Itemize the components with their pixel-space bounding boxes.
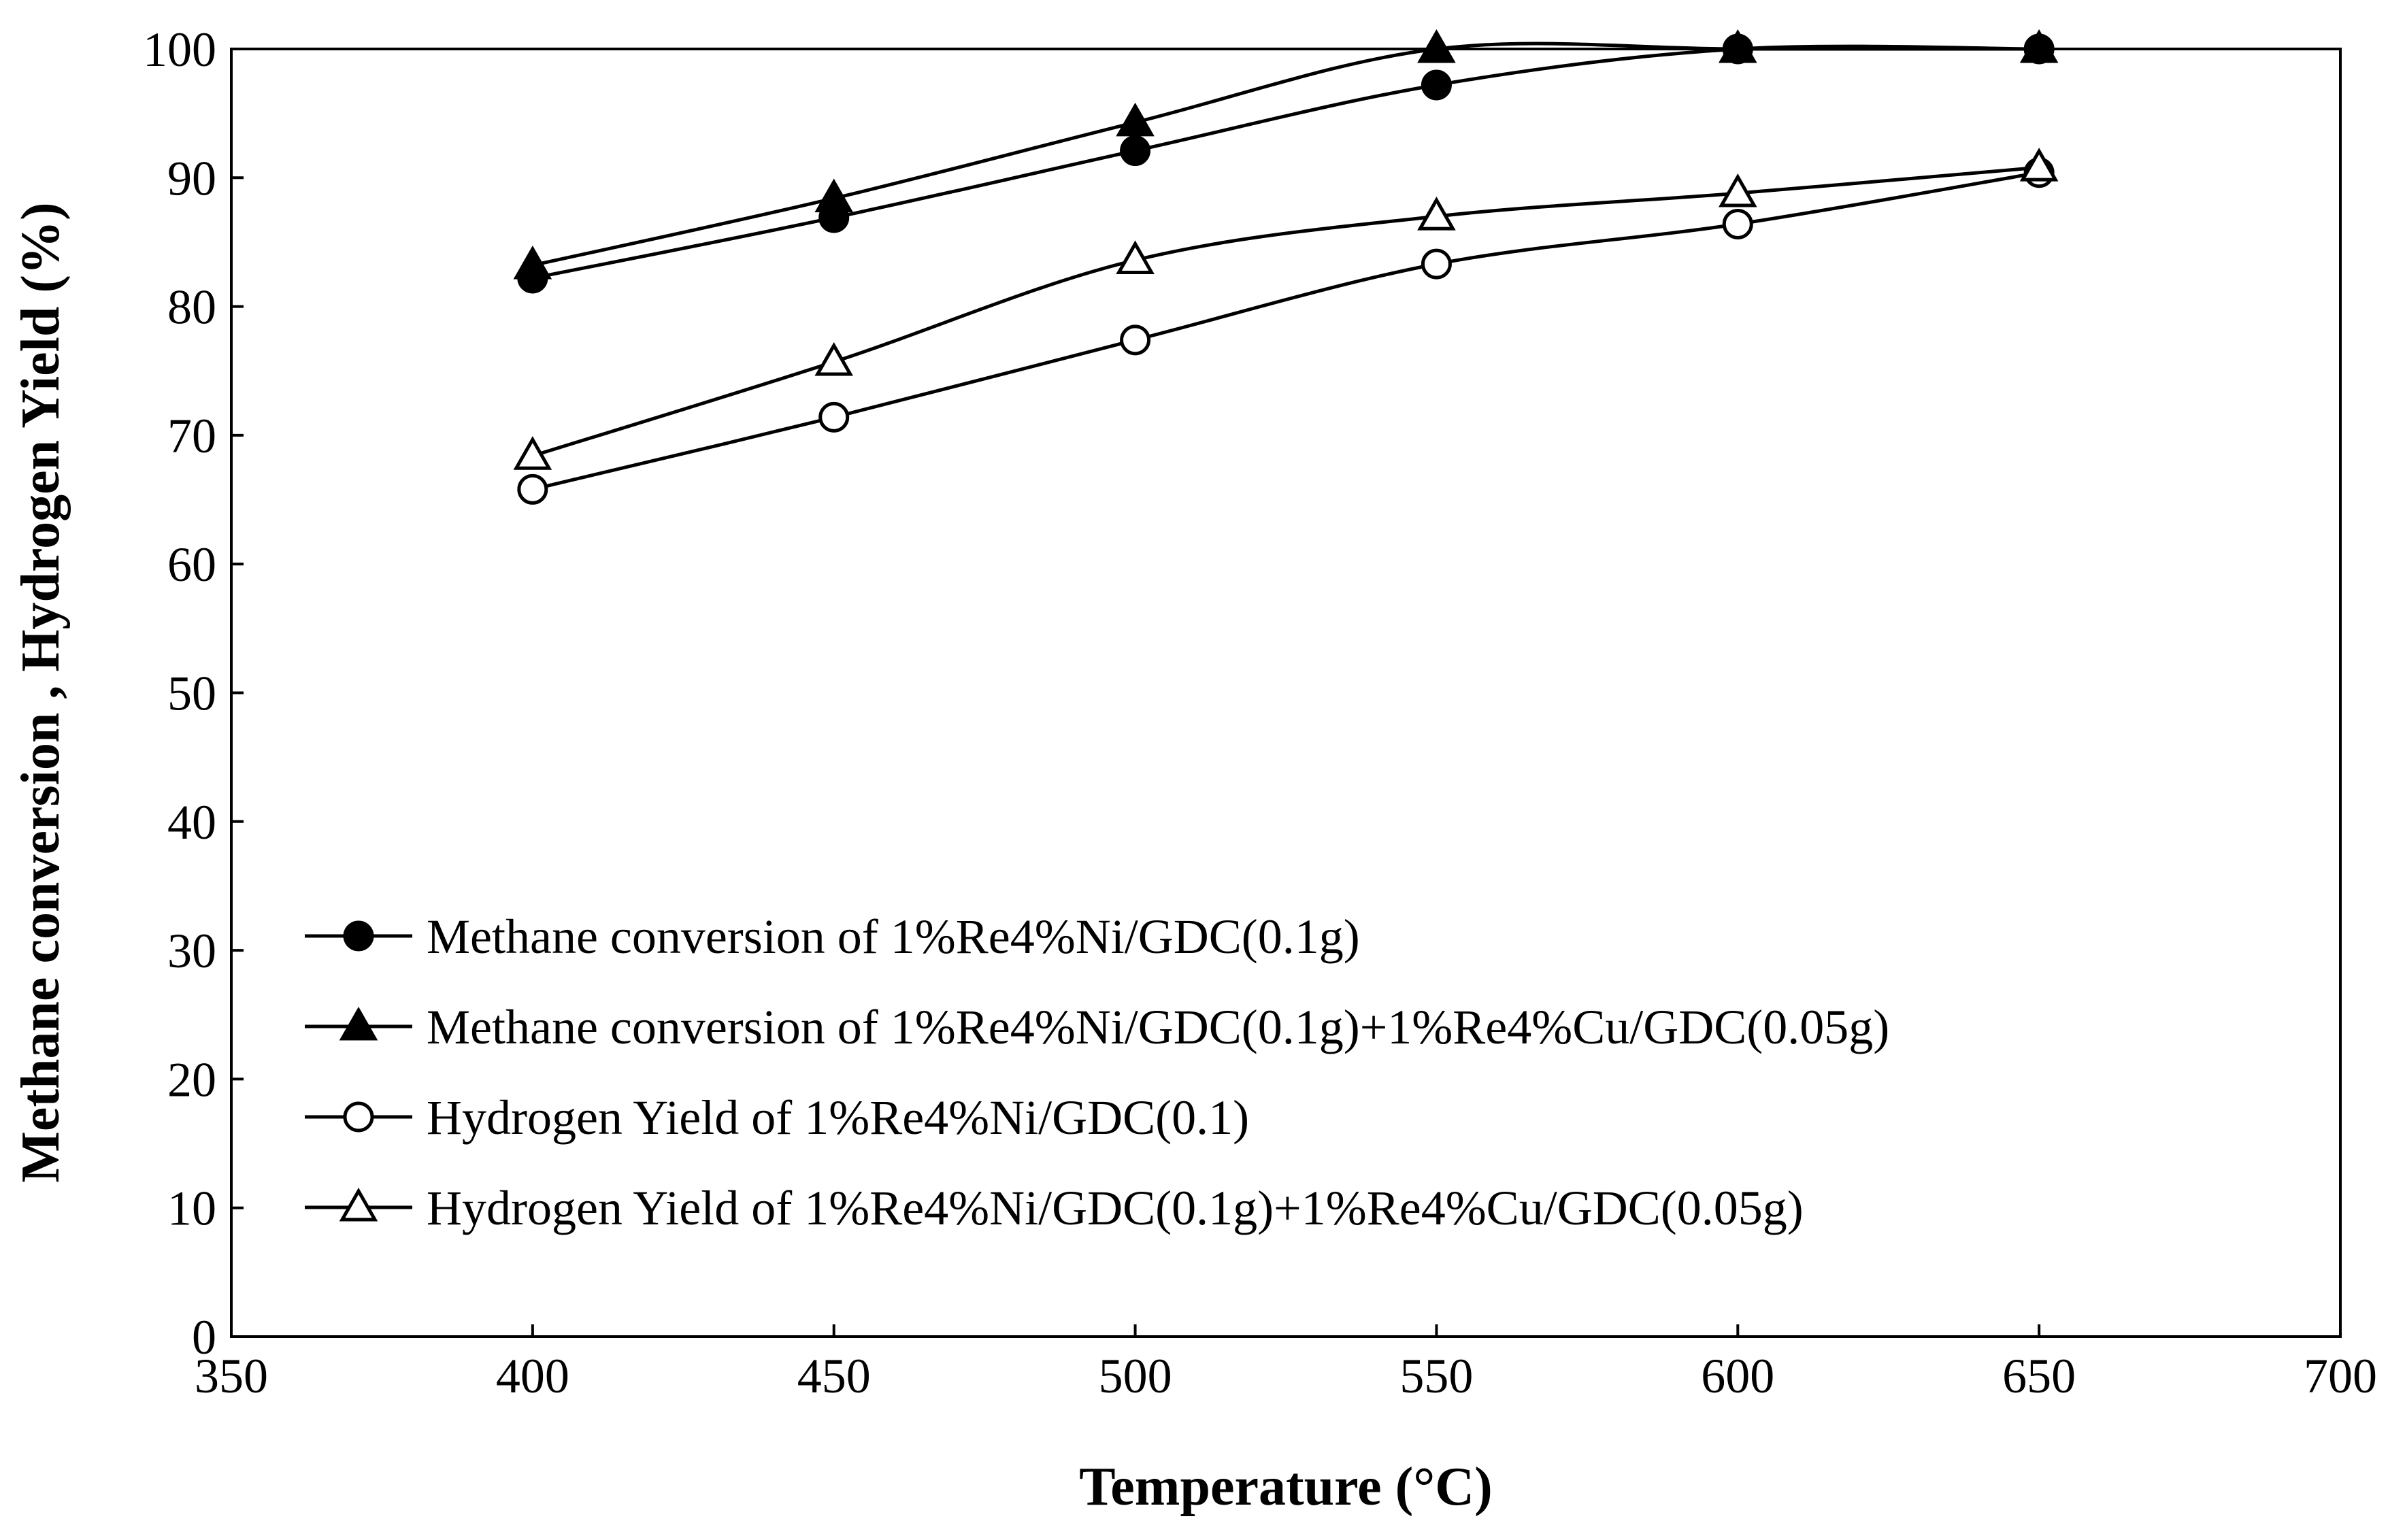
- legend-entry: Methane conversion of 1%Re4%Ni/GDC(0.1g): [305, 909, 1360, 964]
- series-2-point: [1116, 102, 1155, 137]
- legend-label: Methane conversion of 1%Re4%Ni/GDC(0.1g)…: [427, 1000, 1889, 1054]
- x-tick-label: 450: [797, 1349, 871, 1403]
- legend-entry: Hydrogen Yield of 1%Re4%Ni/GDC(0.1g)+1%R…: [305, 1181, 1804, 1235]
- series-layer: [513, 29, 2059, 505]
- series-4: [513, 148, 2059, 470]
- series-2-line: [532, 41, 2040, 267]
- y-tick-label: 50: [167, 667, 216, 721]
- series-4-point: [814, 341, 854, 376]
- legend-entry: Hydrogen Yield of 1%Re4%Ni/GDC(0.1): [305, 1090, 1249, 1145]
- x-axis-title: Temperature (°C): [1079, 1457, 1492, 1517]
- series-4-point: [1718, 173, 1757, 207]
- legend-label: Hydrogen Yield of 1%Re4%Ni/GDC(0.1g)+1%R…: [427, 1181, 1804, 1235]
- series-4-point: [2019, 148, 2059, 182]
- y-tick-label: 60: [167, 537, 216, 592]
- legend-marker: [343, 920, 374, 952]
- y-tick-label: 100: [143, 22, 216, 77]
- legend: Methane conversion of 1%Re4%Ni/GDC(0.1g)…: [305, 909, 1889, 1235]
- series-1: [517, 33, 2055, 294]
- legend-label: Methane conversion of 1%Re4%Ni/GDC(0.1g): [427, 909, 1360, 964]
- legend-entry: Methane conversion of 1%Re4%Ni/GDC(0.1g)…: [305, 1000, 1889, 1054]
- x-tick-label: 650: [2002, 1349, 2076, 1403]
- y-axis-title: Methane conversion , Hydrogen Yield (%): [11, 202, 71, 1182]
- x-tick-label: 500: [1099, 1349, 1172, 1403]
- y-tick-label: 10: [167, 1182, 216, 1236]
- series-2-point: [814, 178, 854, 213]
- series-4-point: [513, 436, 552, 470]
- y-tick-label: 40: [167, 795, 216, 850]
- series-3-point: [818, 401, 850, 433]
- series-2-point: [2019, 29, 2059, 63]
- series-1-point: [1120, 135, 1151, 167]
- series-3-point: [1722, 208, 1753, 239]
- series-4-point: [1417, 197, 1456, 231]
- y-tick-label: 80: [167, 280, 216, 335]
- series-2: [513, 29, 2059, 280]
- y-tick-label: 70: [167, 409, 216, 463]
- series-2-point: [1718, 29, 1757, 63]
- legend-label: Hydrogen Yield of 1%Re4%Ni/GDC(0.1): [427, 1090, 1249, 1145]
- y-tick-label: 20: [167, 1052, 216, 1107]
- legend-marker: [343, 1101, 374, 1133]
- series-3-point: [517, 473, 548, 505]
- series-3-point: [1421, 248, 1452, 280]
- legend-marker: [339, 1187, 378, 1222]
- series-4-point: [1116, 240, 1155, 274]
- legend-marker: [339, 1006, 378, 1041]
- x-tick-label: 700: [2304, 1349, 2377, 1403]
- series-3: [517, 157, 2055, 505]
- y-tick-label: 0: [192, 1310, 216, 1365]
- x-tick-label: 600: [1701, 1349, 1774, 1403]
- y-tick-label: 90: [167, 151, 216, 205]
- x-tick-label: 550: [1399, 1349, 1473, 1403]
- series-2-point: [1417, 29, 1456, 63]
- y-tick-label: 30: [167, 924, 216, 978]
- x-tick-label: 350: [195, 1349, 268, 1403]
- x-tick-label: 400: [496, 1349, 569, 1403]
- series-1-line: [532, 44, 2040, 280]
- series-2-point: [513, 245, 552, 280]
- series-3-line: [532, 171, 2040, 491]
- series-1-point: [1421, 69, 1452, 101]
- axes: 0 10 20 30 40 50 60 70 80 90 100 350 400 450 500 550 600…: [143, 22, 2377, 1403]
- series-3-point: [1120, 324, 1151, 356]
- series-4-line: [532, 165, 2040, 458]
